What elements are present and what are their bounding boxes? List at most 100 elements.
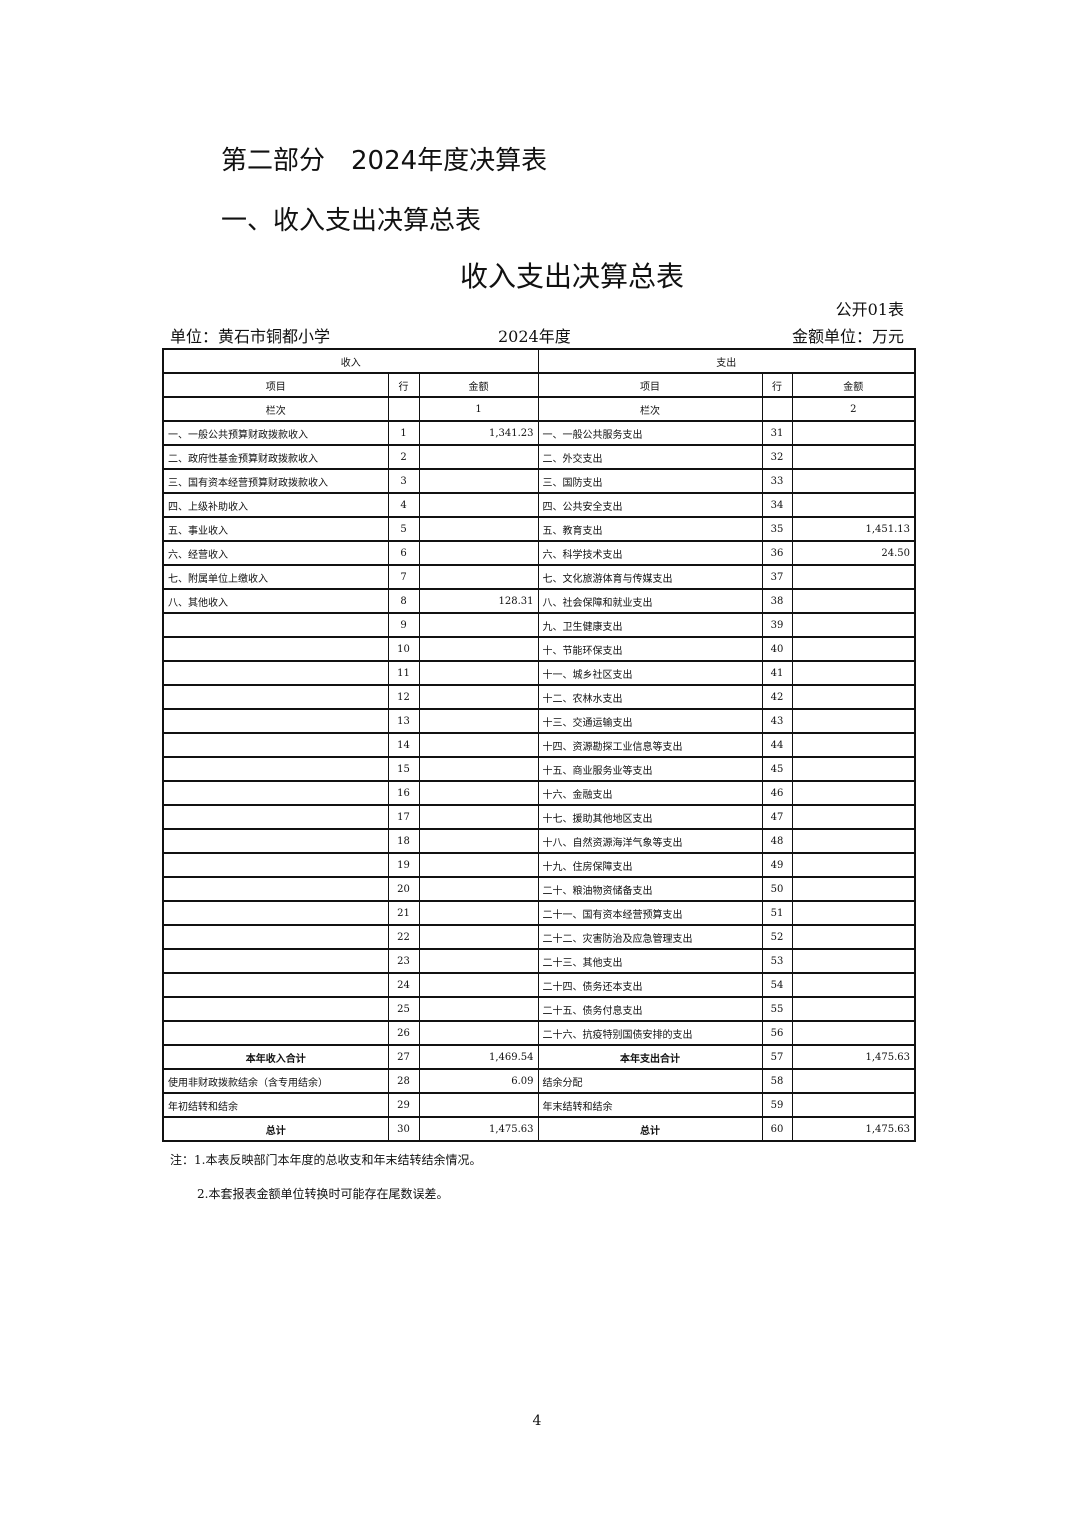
income-item-cell: 五、事业收入 (162, 516, 389, 542)
income-item-cell (162, 684, 389, 710)
table-row: 一、一般公共预算财政拨款收入 1 1,341.23 一、一般公共服务支出 31 (162, 420, 916, 446)
expense-item-cell: 一、一般公共服务支出 (537, 420, 763, 446)
income-amount-cell (418, 732, 539, 758)
income-line-cell: 18 (387, 828, 420, 854)
expense-item-cell: 六、科学技术支出 (537, 540, 763, 566)
expense-col-label: 栏次 (537, 396, 763, 422)
income-item-cell (162, 708, 389, 734)
income-amount-cell (418, 876, 539, 902)
note-2: 2.本套报表金额单位转换时可能存在尾数误差。 (197, 1187, 449, 1201)
income-line-cell: 30 (387, 1116, 420, 1142)
income-item-cell (162, 804, 389, 830)
income-item-cell (162, 636, 389, 662)
expense-amount-cell (791, 828, 916, 854)
table-row: 23 二十三、其他支出 53 (162, 948, 916, 974)
income-item-cell: 四、上级补助收入 (162, 492, 389, 518)
expense-amount-cell: 1,451.13 (791, 516, 916, 542)
expense-line-cell: 34 (761, 492, 793, 518)
expense-item-cell: 二十六、抗疫特别国债安排的支出 (537, 1020, 763, 1046)
expense-amount-cell (791, 804, 916, 830)
table-row: 20 二十、粮油物资储备支出 50 (162, 876, 916, 902)
table-row: 26 二十六、抗疫特别国债安排的支出 56 (162, 1020, 916, 1046)
expense-amount-cell (791, 612, 916, 638)
expense-item-cell: 十、节能环保支出 (537, 636, 763, 662)
income-item-cell: 二、政府性基金预算财政拨款收入 (162, 444, 389, 470)
income-line-cell: 4 (387, 492, 420, 518)
expense-item-cell: 本年支出合计 (537, 1044, 763, 1070)
table-row: 11 十一、城乡社区支出 41 (162, 660, 916, 686)
income-amount-header: 金额 (418, 372, 539, 398)
expense-line-cell: 51 (761, 900, 793, 926)
income-item-cell (162, 852, 389, 878)
income-item-cell (162, 612, 389, 638)
income-line-cell: 2 (387, 444, 420, 470)
income-line-cell: 17 (387, 804, 420, 830)
income-item-cell: 六、经营收入 (162, 540, 389, 566)
expense-item-cell: 四、公共安全支出 (537, 492, 763, 518)
income-item-cell (162, 660, 389, 686)
unit-label: 单位：黄石市铜都小学 (170, 327, 331, 346)
note-1: 注：1.本表反映部门本年度的总收支和年末结转结余情况。 (170, 1153, 482, 1167)
expense-line-cell: 33 (761, 468, 793, 494)
income-amount-cell (418, 612, 539, 638)
income-line-cell: 3 (387, 468, 420, 494)
income-line-cell: 11 (387, 660, 420, 686)
expense-item-cell: 十六、金融支出 (537, 780, 763, 806)
income-amount-cell: 1,341.23 (418, 420, 539, 446)
expense-amount-cell (791, 1092, 916, 1118)
income-line-cell: 29 (387, 1092, 420, 1118)
income-line-cell: 20 (387, 876, 420, 902)
table-row: 25 二十五、债务付息支出 55 (162, 996, 916, 1022)
expense-amount-cell (791, 972, 916, 998)
expense-line-cell: 31 (761, 420, 793, 446)
income-amount-cell (418, 924, 539, 950)
expense-line-cell: 36 (761, 540, 793, 566)
table-title: 收入支出决算总表 (459, 260, 684, 293)
expense-amount-cell (791, 492, 916, 518)
column-header-row: 项目 行 金额 项目 行 金额 (162, 372, 916, 398)
expense-item-cell: 二十三、其他支出 (537, 948, 763, 974)
income-item-cell: 七、附属单位上缴收入 (162, 564, 389, 590)
expense-item-cell: 二十二、灾害防治及应急管理支出 (537, 924, 763, 950)
expense-line-cell: 32 (761, 444, 793, 470)
table-row: 四、上级补助收入 4 四、公共安全支出 34 (162, 492, 916, 518)
income-item-header: 项目 (162, 372, 389, 398)
income-line-cell: 8 (387, 588, 420, 614)
income-line-cell: 14 (387, 732, 420, 758)
expense-amount-cell (791, 876, 916, 902)
income-line-cell: 21 (387, 900, 420, 926)
form-number: 公开01表 (835, 300, 904, 319)
expense-line-cell: 42 (761, 684, 793, 710)
expense-item-cell: 年末结转和结余 (537, 1092, 763, 1118)
expense-item-cell: 二、外交支出 (537, 444, 763, 470)
expense-item-cell: 总计 (537, 1116, 763, 1142)
expense-item-cell: 五、教育支出 (537, 516, 763, 542)
expense-line-cell: 58 (761, 1068, 793, 1094)
table-row: 六、经营收入 6 六、科学技术支出 36 24.50 (162, 540, 916, 566)
income-amount-cell: 1,475.63 (418, 1116, 539, 1142)
empty-cell (761, 396, 793, 422)
table-row: 七、附属单位上缴收入 7 七、文化旅游体育与传媒支出 37 (162, 564, 916, 590)
income-line-cell: 10 (387, 636, 420, 662)
expense-item-cell: 九、卫生健康支出 (537, 612, 763, 638)
income-amount-cell (418, 516, 539, 542)
table-row: 21 二十一、国有资本经营预算支出 51 (162, 900, 916, 926)
expense-line-cell: 48 (761, 828, 793, 854)
expense-item-cell: 二十、粮油物资储备支出 (537, 876, 763, 902)
expense-line-cell: 43 (761, 708, 793, 734)
income-amount-cell: 1,469.54 (418, 1044, 539, 1070)
money-unit-label: 金额单位：万元 (791, 327, 904, 346)
expense-amount-cell (791, 420, 916, 446)
income-header: 收入 (162, 348, 539, 374)
expense-line-cell: 53 (761, 948, 793, 974)
income-line-cell: 16 (387, 780, 420, 806)
income-amount-cell (418, 540, 539, 566)
income-line-cell: 22 (387, 924, 420, 950)
table-row: 二、政府性基金预算财政拨款收入 2 二、外交支出 32 (162, 444, 916, 470)
income-item-cell (162, 780, 389, 806)
expense-line-cell: 56 (761, 1020, 793, 1046)
expense-item-cell: 十五、商业服务业等支出 (537, 756, 763, 782)
expense-amount-cell: 1,475.63 (791, 1116, 916, 1142)
expense-amount-cell (791, 852, 916, 878)
expense-amount-cell (791, 468, 916, 494)
